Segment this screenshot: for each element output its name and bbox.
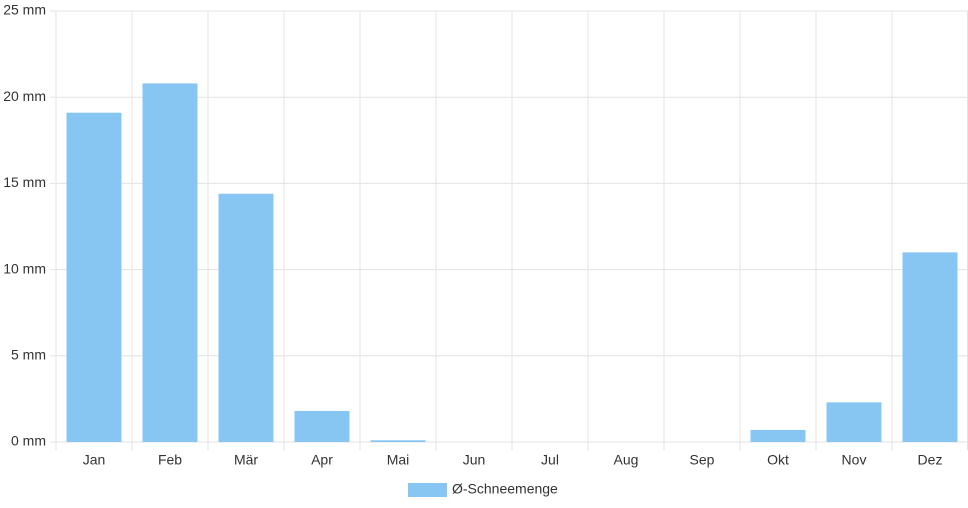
x-tick-label: Apr	[311, 452, 333, 468]
bar	[826, 402, 882, 442]
legend-label: Ø-Schneemenge	[452, 481, 558, 497]
bar	[294, 410, 350, 442]
y-tick-label: 10 mm	[3, 260, 46, 276]
bar	[66, 112, 122, 442]
x-tick-label: Jun	[463, 452, 486, 468]
x-tick-label: Jul	[541, 452, 559, 468]
bar	[218, 193, 274, 442]
x-tick-label: Dez	[918, 452, 943, 468]
y-tick-label: 15 mm	[3, 174, 46, 190]
x-tick-label: Sep	[690, 452, 715, 468]
bar	[142, 83, 198, 443]
x-tick-label: Feb	[158, 452, 182, 468]
x-tick-label: Jan	[83, 452, 106, 468]
bar	[902, 252, 958, 442]
y-tick-label: 0 mm	[11, 433, 46, 449]
legend-swatch	[408, 483, 447, 497]
y-tick-label: 20 mm	[3, 88, 46, 104]
y-tick-label: 25 mm	[3, 2, 46, 18]
x-tick-label: Mär	[234, 452, 258, 468]
y-tick-label: 5 mm	[11, 347, 46, 363]
bar	[370, 440, 426, 442]
bar	[750, 429, 806, 442]
x-tick-label: Mai	[387, 452, 410, 468]
x-tick-label: Okt	[767, 452, 789, 468]
x-tick-label: Aug	[614, 452, 639, 468]
x-tick-label: Nov	[842, 452, 867, 468]
